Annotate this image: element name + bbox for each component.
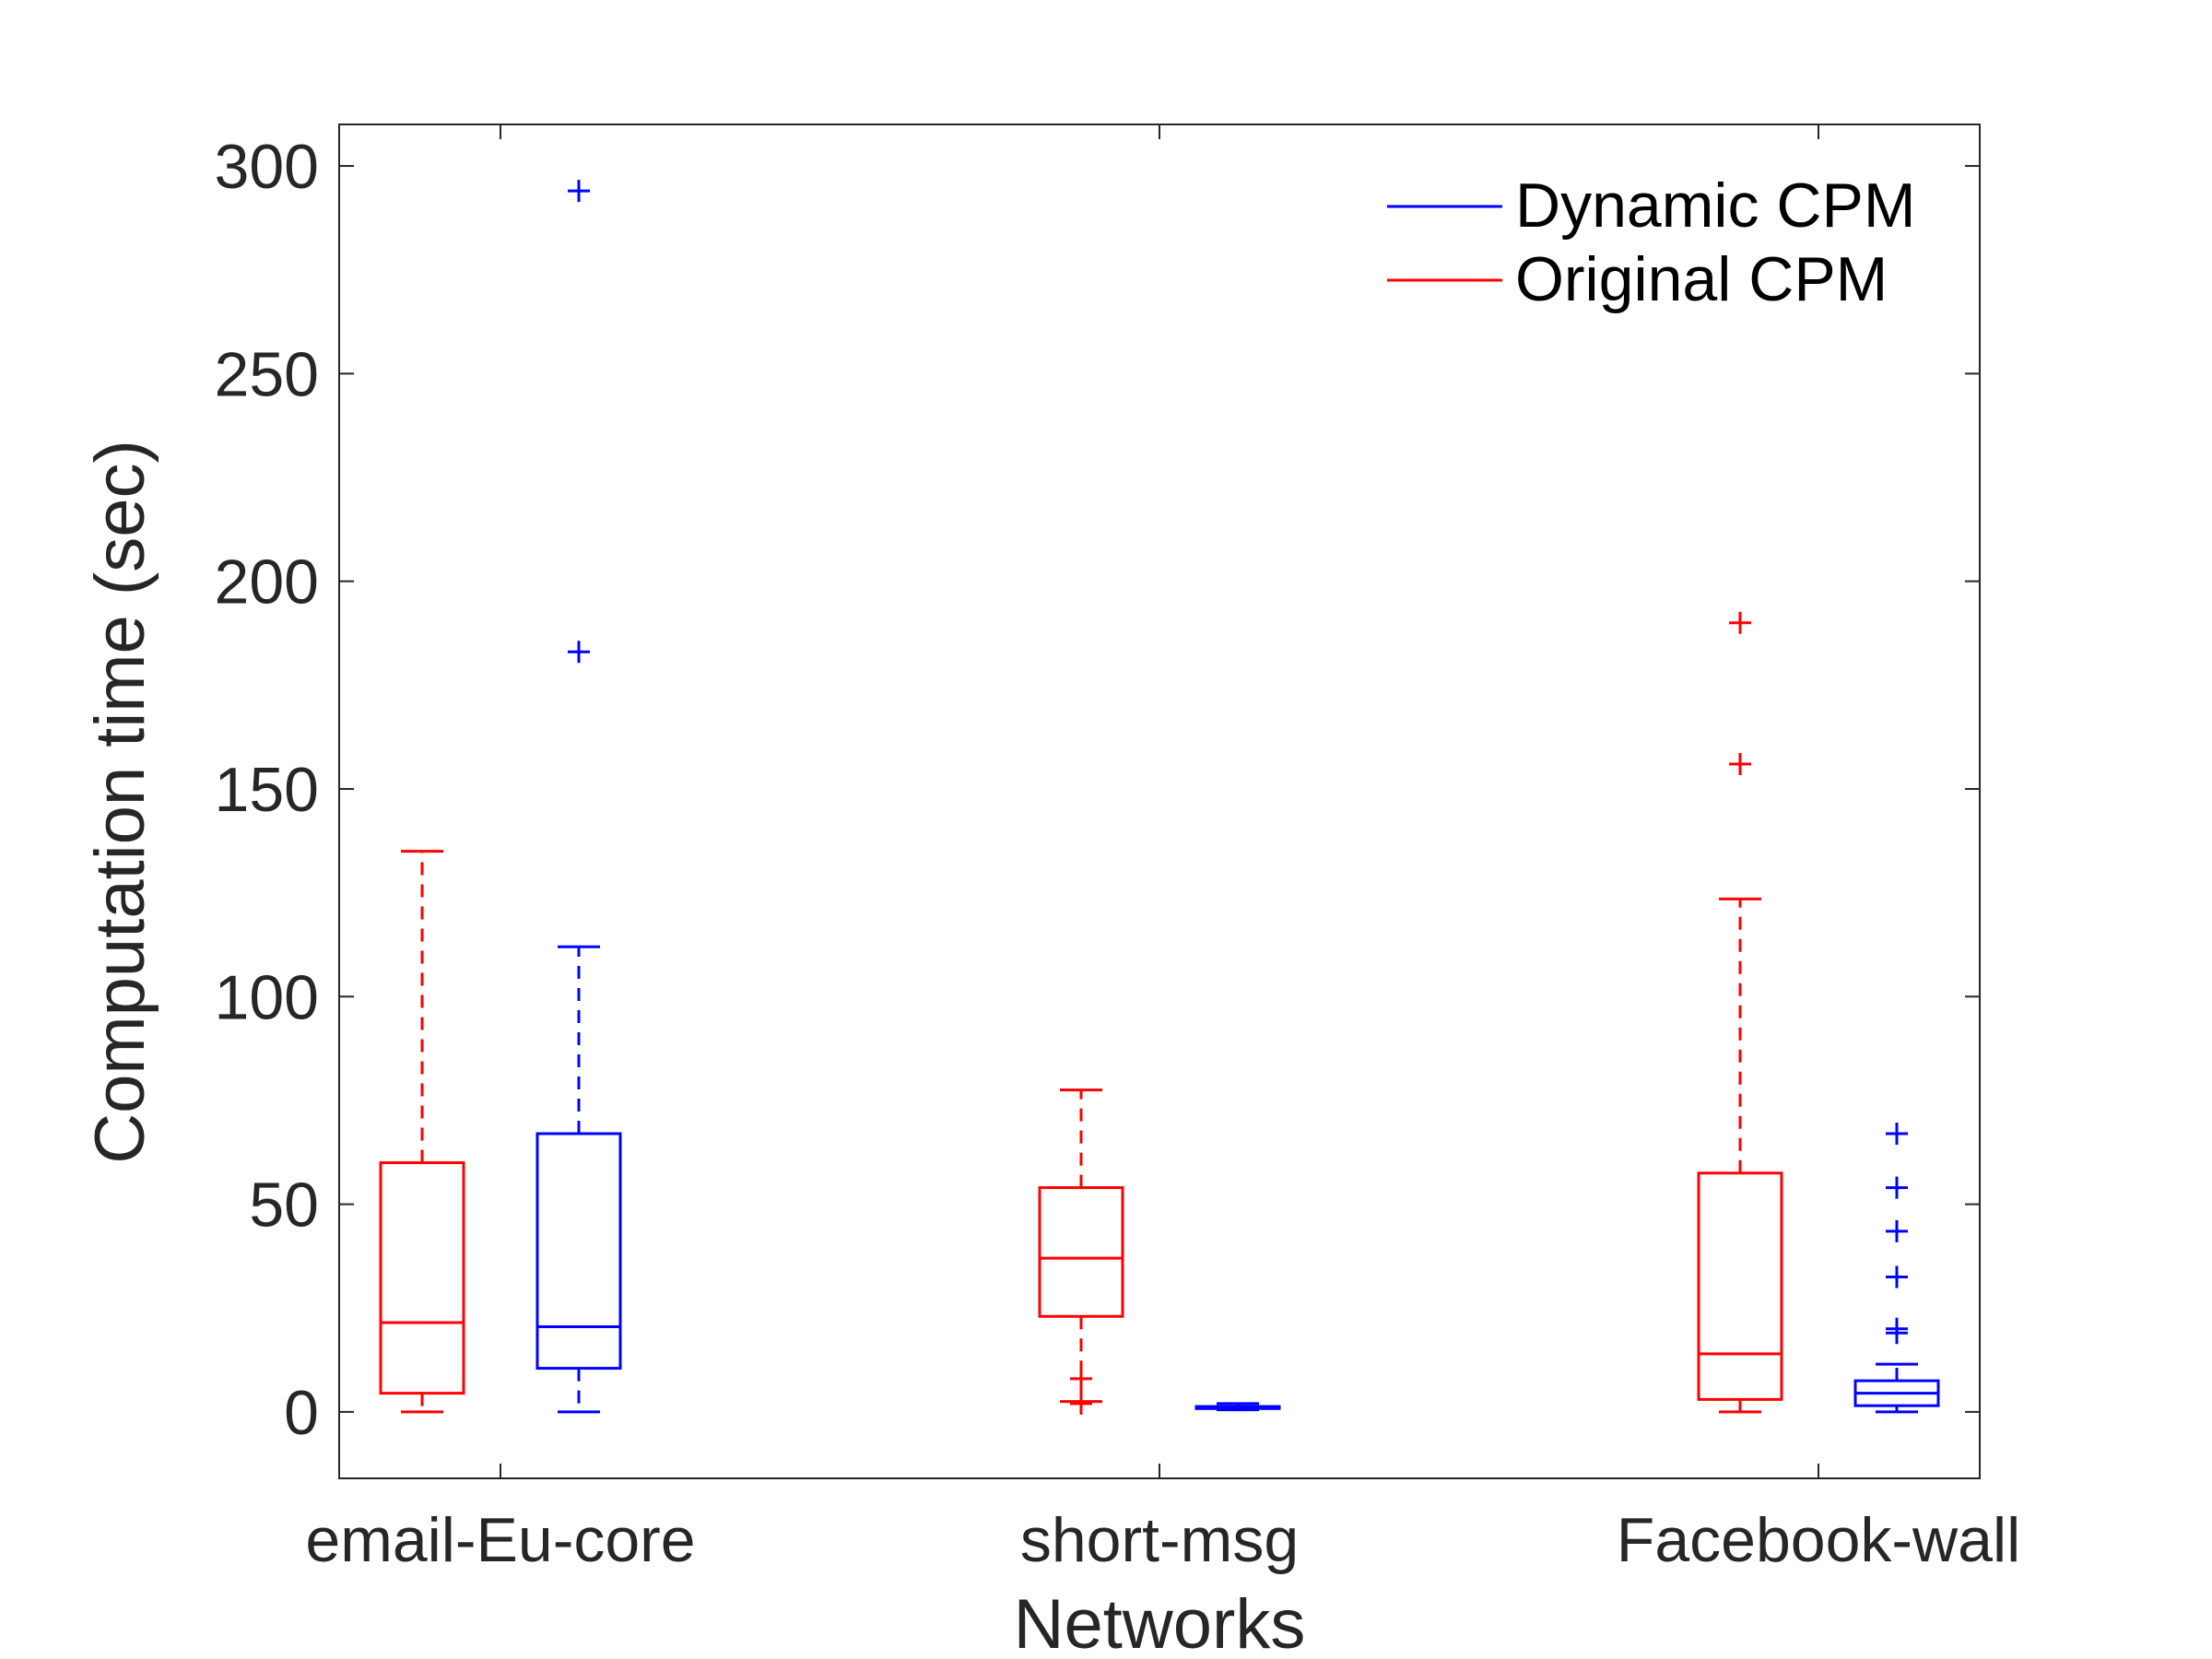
box-group xyxy=(535,180,622,1414)
legend-label-original: Original CPM xyxy=(1515,244,1888,314)
outlier-marker xyxy=(568,180,590,203)
y-tick-label: 100 xyxy=(215,962,319,1032)
x-tick-label: Facebook-wall xyxy=(1617,1505,2020,1575)
box-iqr xyxy=(535,1132,622,1371)
outlier-marker xyxy=(1886,1219,1908,1242)
box-group xyxy=(1038,1088,1124,1415)
outlier-marker xyxy=(1729,752,1751,775)
legend: Dynamic CPM Original CPM xyxy=(1387,171,1916,314)
x-tick-label: email-Eu-core xyxy=(305,1505,695,1575)
box-iqr xyxy=(1697,1171,1783,1401)
y-tick-label: 200 xyxy=(215,547,319,618)
box-iqr xyxy=(379,1161,465,1395)
y-tick-label: 50 xyxy=(249,1171,319,1241)
outlier-marker xyxy=(1729,611,1751,634)
plot-frame xyxy=(338,124,1981,1479)
x-axis-label: Networks xyxy=(1014,1585,1306,1659)
y-axis-label: Computation time (sec) xyxy=(81,440,159,1164)
box-group xyxy=(1194,1402,1281,1412)
axis-ticks xyxy=(339,124,1980,1478)
box-iqr xyxy=(1038,1186,1124,1318)
outlier-marker xyxy=(1886,1265,1908,1288)
outlier-marker xyxy=(1886,1122,1908,1145)
tick-labels: 0 50 100 150 200 250 300 email-Eu-core short-msg… xyxy=(215,132,2021,1575)
outlier-marker xyxy=(1886,1176,1908,1199)
y-tick-label: 150 xyxy=(215,755,319,825)
x-tick-label: short-msg xyxy=(1020,1505,1299,1575)
plot-area xyxy=(339,124,1980,1478)
outlier-marker xyxy=(1070,1392,1092,1415)
box-group xyxy=(1853,1122,1940,1414)
outlier-marker xyxy=(1886,1317,1908,1340)
y-tick-label: 0 xyxy=(284,1378,319,1448)
y-tick-label: 300 xyxy=(215,132,319,202)
box-group xyxy=(1697,611,1783,1414)
outlier-marker xyxy=(568,641,590,664)
legend-label-dynamic: Dynamic CPM xyxy=(1515,171,1916,241)
outlier-marker xyxy=(1070,1367,1092,1390)
box-series xyxy=(379,180,1940,1415)
box-group xyxy=(379,850,465,1414)
y-tick-label: 250 xyxy=(215,339,319,409)
